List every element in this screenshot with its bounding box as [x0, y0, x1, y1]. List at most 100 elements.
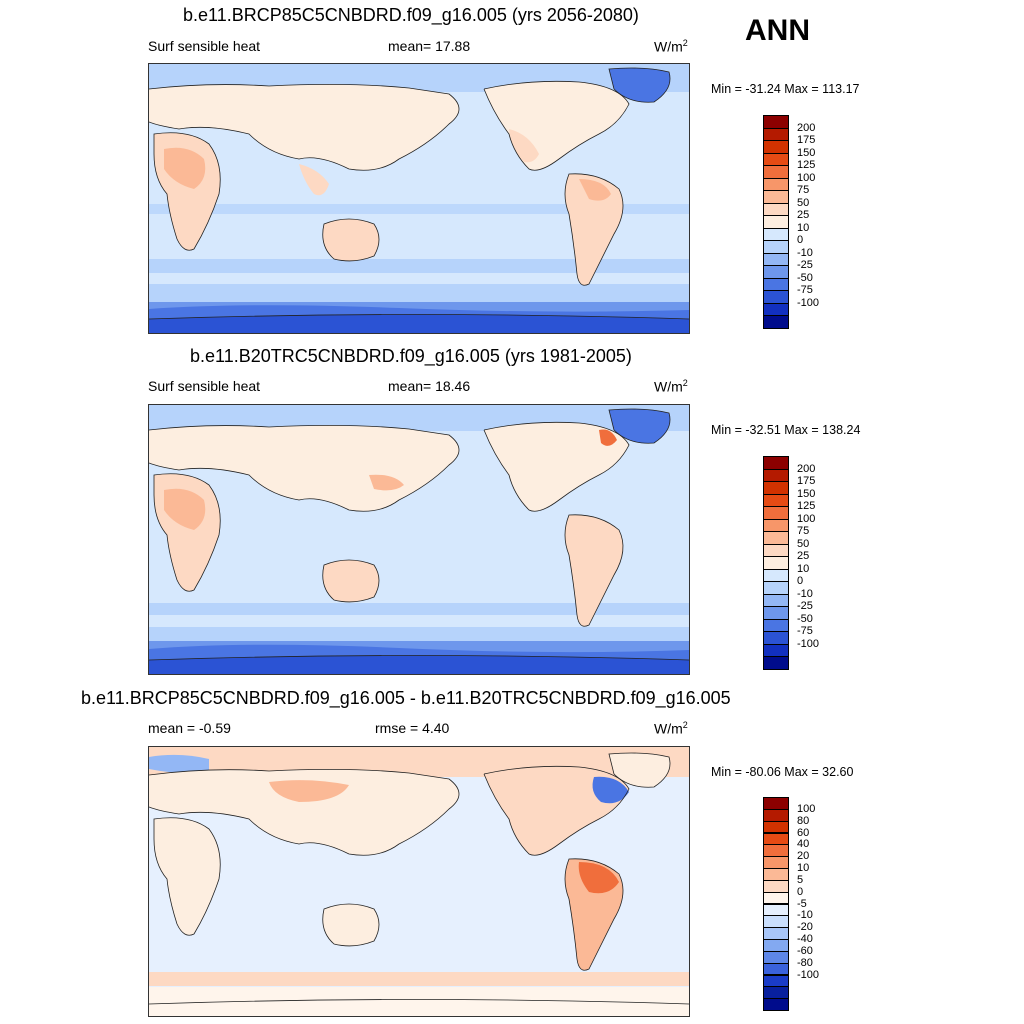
colorbar-tick-label: 20	[797, 850, 810, 863]
panel-3-map	[148, 746, 690, 1017]
colorbar-tick-label: 100	[797, 171, 816, 184]
panel-3-units: W/m2	[654, 720, 688, 737]
colorbar-tick-label: 200	[797, 462, 816, 475]
colorbar-swatch	[763, 315, 789, 329]
colorbar-tick-label: -25	[797, 259, 813, 272]
colorbar-tick-label: -75	[797, 625, 813, 638]
colorbar-tick-label: 50	[797, 537, 810, 550]
panel-3-rmse: rmse = 4.40	[375, 720, 449, 736]
colorbar-tick-label: 175	[797, 475, 816, 488]
panel-1-title: b.e11.BRCP85C5CNBDRD.f09_g16.005 (yrs 20…	[183, 5, 639, 25]
colorbar-tick-label: -5	[797, 897, 807, 910]
colorbar-swatch	[763, 215, 789, 229]
colorbar-tick-label: 75	[797, 184, 810, 197]
colorbar-swatch	[763, 277, 789, 292]
colorbar-swatch	[763, 531, 789, 545]
colorbar-swatch	[763, 656, 789, 670]
colorbar-swatch	[763, 165, 789, 179]
colorbar-tick-label: 10	[797, 221, 810, 234]
colorbar-tick-label: -50	[797, 612, 813, 625]
colorbar-swatch	[763, 593, 789, 608]
colorbar-swatch	[763, 581, 789, 595]
colorbar-tick-label: 100	[797, 802, 816, 815]
colorbar-swatch	[763, 481, 789, 495]
colorbar-swatch	[763, 606, 789, 620]
colorbar-swatch	[763, 618, 789, 633]
colorbar-swatch	[763, 252, 789, 267]
colorbar-tick-label: -75	[797, 284, 813, 297]
colorbar-swatch	[763, 140, 789, 154]
panel-3-mean-label: mean =	[148, 720, 196, 736]
panel-2-title: b.e11.B20TRC5CNBDRD.f09_g16.005 (yrs 198…	[190, 346, 632, 366]
panel-1-units: W/m2	[654, 38, 688, 55]
panel-1-mean-label: mean=	[388, 38, 432, 54]
colorbar-swatch	[763, 190, 789, 204]
colorbar-tick-label: 100	[797, 512, 816, 525]
colorbar-tick-label: 150	[797, 487, 816, 500]
colorbar-swatch	[763, 631, 789, 645]
colorbar-swatch	[763, 152, 789, 167]
panel-2-min-max: Min = -32.51 Max = 138.24	[711, 423, 861, 437]
panel-2-colorbar: 200 175 150 125 100 75 50 25 10 0 -10 -25 -50 -75 -100	[763, 456, 819, 670]
panel-1-variable: Surf sensible heat	[148, 38, 261, 54]
colorbar-swatch	[763, 556, 789, 570]
panel-2-mean-label: mean=	[388, 378, 432, 394]
panel-2-variable: Surf sensible heat	[148, 378, 261, 394]
colorbar-tick-label: 80	[797, 814, 810, 827]
panel-2-units: W/m2	[654, 378, 688, 395]
colorbar-swatch	[763, 493, 789, 508]
colorbar-tick-label: 150	[797, 146, 816, 159]
colorbar-swatch	[763, 998, 789, 1011]
panel-2-units-exp: 2	[682, 378, 688, 388]
colorbar-tick-label: -50	[797, 271, 813, 284]
colorbar-swatch	[763, 177, 789, 192]
colorbar-tick-label: 60	[797, 826, 810, 839]
colorbar-swatch	[763, 568, 789, 583]
colorbar-tick-label: 125	[797, 159, 816, 172]
colorbar-tick-label: 10	[797, 862, 810, 874]
colorbar-swatch	[763, 115, 789, 129]
colorbar-tick-label: -60	[797, 944, 813, 957]
panel-1-units-exp: 2	[682, 38, 688, 48]
panel-3-mean: mean = -0.59	[148, 720, 231, 736]
colorbar-tick-label: -100	[797, 968, 820, 981]
colorbar-tick-label: 0	[797, 885, 804, 898]
panel-1-mean: mean= 17.88	[388, 38, 470, 54]
colorbar-swatch	[763, 265, 789, 279]
colorbar-tick-label: -25	[797, 600, 813, 613]
colorbar-tick-label: -10	[797, 909, 813, 922]
panel-2-mean: mean= 18.46	[388, 378, 470, 394]
panel-1-map	[148, 63, 690, 334]
colorbar-tick-label: 25	[797, 209, 810, 222]
colorbar-swatch	[763, 456, 789, 470]
panel-3-units-base: W/m	[654, 720, 683, 737]
colorbar-swatch	[763, 202, 789, 217]
panel-2-map	[148, 404, 690, 675]
panel-3-title: b.e11.BRCP85C5CNBDRD.f09_g16.005 - b.e11…	[81, 688, 731, 708]
colorbar-tick-label: -10	[797, 587, 813, 600]
colorbar-swatch	[763, 227, 789, 242]
colorbar-tick-label: 50	[797, 196, 810, 209]
colorbar-tick-label: 10	[797, 562, 810, 575]
colorbar-tick-label: 0	[797, 234, 804, 247]
panel-1-units-base: W/m	[654, 38, 683, 55]
colorbar-tick-label: 175	[797, 134, 816, 147]
colorbar-tick-label: -10	[797, 246, 813, 259]
colorbar-tick-label: -100	[797, 637, 820, 650]
season-label: ANN	[745, 14, 810, 47]
colorbar-tick-label: 40	[797, 838, 810, 851]
panel-3-rmse-label: rmse =	[375, 720, 419, 736]
colorbar-tick-label: -100	[797, 296, 820, 309]
panel-3-units-exp: 2	[682, 720, 688, 730]
colorbar-tick-label: 5	[797, 873, 804, 886]
colorbar-swatch	[763, 518, 789, 533]
colorbar-swatch	[763, 290, 789, 304]
colorbar-swatch	[763, 240, 789, 254]
colorbar-swatch	[763, 543, 789, 558]
colorbar-tick-label: 75	[797, 525, 810, 538]
panel-1-min-max: Min = -31.24 Max = 113.17	[711, 82, 860, 96]
panel-2-mean-value: 18.46	[435, 378, 471, 394]
panel-3-rmse-value: 4.40	[422, 720, 450, 736]
colorbar-swatch	[763, 506, 789, 520]
panel-3-colorbar: 100 80 60 40 20 10 5 0 -5 -10 -20 -40 -60 -80 -100	[763, 797, 819, 1011]
